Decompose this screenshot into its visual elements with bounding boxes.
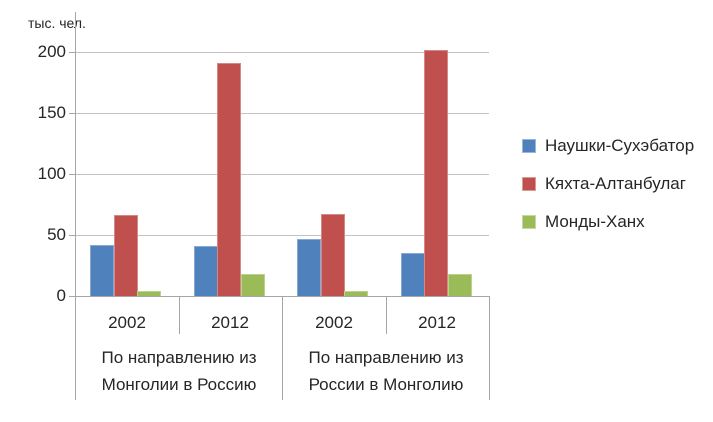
legend-item: Монды-Ханх (522, 210, 694, 234)
y-tick-label: 50 (47, 225, 66, 244)
x-tick-label: 2012 (418, 313, 456, 332)
y-axis-tick (69, 174, 75, 175)
x-group-label: По направлению из Монголии в Россию (101, 348, 257, 394)
bar-kyakhta-altanbulag (217, 63, 241, 296)
bar-mondy-khankh (344, 291, 368, 296)
y-axis-tick (69, 296, 75, 297)
y-tick-label: 200 (37, 42, 66, 61)
category-year-divider (386, 296, 387, 334)
y-axis-title: тыс. чел. (28, 15, 86, 31)
legend: Наушки-Сухэбатор Кяхта-Алтанбулаг Монды-… (522, 134, 694, 248)
y-axis-line (75, 12, 76, 400)
category-group-divider (282, 296, 283, 400)
bar-naushki-sukhebator (401, 253, 425, 296)
bar-naushki-sukhebator (90, 245, 114, 296)
y-tick-label: 100 (37, 164, 66, 183)
category-group-divider (489, 296, 490, 400)
legend-item: Наушки-Сухэбатор (522, 134, 694, 158)
y-axis-tick (69, 52, 75, 53)
legend-item: Кяхта-Алтанбулаг (522, 172, 694, 196)
gridline (75, 174, 489, 175)
gridline (75, 235, 489, 236)
x-group-label: По направлению из России в Монголию (308, 348, 464, 394)
gridline (75, 52, 489, 53)
bar-kyakhta-altanbulag (321, 214, 345, 296)
y-axis-tick (69, 113, 75, 114)
legend-swatch-red (522, 177, 536, 191)
legend-label: Наушки-Сухэбатор (545, 136, 695, 155)
y-axis-tick (69, 235, 75, 236)
bar-naushki-sukhebator (297, 239, 321, 296)
bar-kyakhta-altanbulag (114, 215, 138, 296)
y-tick-label: 0 (56, 286, 66, 305)
gridline (75, 113, 489, 114)
x-tick-label: 2002 (315, 313, 353, 332)
legend-swatch-blue (522, 139, 536, 153)
x-tick-label: 2002 (108, 313, 146, 332)
bar-mondy-khankh (448, 274, 472, 296)
legend-label: Монды-Ханх (545, 212, 645, 231)
bar-mondy-khankh (241, 274, 265, 296)
legend-label: Кяхта-Алтанбулаг (545, 174, 686, 193)
category-year-divider (179, 296, 180, 334)
bar-kyakhta-altanbulag (424, 50, 448, 296)
bar-mondy-khankh (137, 291, 161, 296)
y-tick-label: 150 (37, 103, 66, 122)
x-tick-label: 2012 (211, 313, 249, 332)
bar-naushki-sukhebator (194, 246, 218, 296)
legend-swatch-green (522, 215, 536, 229)
